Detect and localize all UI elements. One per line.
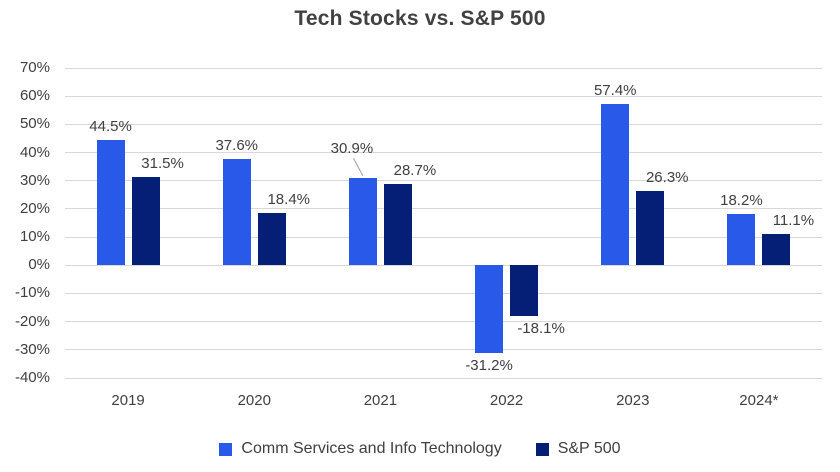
y-axis-tick-label: 0% — [28, 256, 50, 274]
gridline — [65, 123, 822, 125]
y-axis-tick-label: 70% — [19, 59, 50, 76]
data-label: 11.1% — [772, 211, 815, 229]
bar-comm-services-2023 — [601, 103, 630, 266]
x-axis-label-2021: 2021 — [363, 392, 398, 409]
y-axis-tick-label: -40% — [14, 369, 50, 386]
x-axis-label-2024*: 2024* — [739, 392, 779, 409]
x-axis-label-2019: 2019 — [111, 392, 145, 409]
bar-comm-services-2019 — [96, 139, 125, 266]
legend: Comm Services and Info Technology S&P 50… — [0, 440, 840, 458]
gridline — [65, 349, 822, 351]
gridline — [65, 292, 822, 294]
legend-swatch-sp500 — [535, 442, 549, 456]
bar-comm-services-2022 — [475, 265, 504, 354]
y-axis-tick-label: 10% — [19, 228, 50, 246]
y-axis-tick-label: -20% — [14, 312, 50, 330]
y-axis-tick-label: 40% — [19, 143, 50, 161]
y-axis-tick-label: -10% — [14, 284, 50, 302]
gridline — [65, 208, 822, 210]
data-label: 57.4% — [593, 81, 637, 99]
data-label: 31.5% — [141, 154, 184, 172]
bar-sp500-2022 — [510, 265, 539, 317]
data-label: 44.5% — [89, 117, 132, 135]
bar-comm-services-2020 — [222, 159, 251, 266]
x-axis-label-2023: 2023 — [616, 392, 650, 409]
data-label: -31.2% — [465, 357, 513, 375]
bar-sp500-2021 — [383, 184, 412, 266]
bar-sp500-2019 — [131, 176, 160, 266]
legend-item-comm-services: Comm Services and Info Technology — [219, 440, 502, 458]
gridline — [65, 95, 822, 97]
data-label: 18.4% — [267, 191, 311, 209]
legend-item-sp500: S&P 500 — [535, 440, 621, 458]
gridline — [65, 152, 822, 154]
gridline — [65, 67, 822, 69]
y-axis-tick-label: 30% — [19, 171, 50, 189]
y-axis-tick-label: -30% — [14, 340, 50, 358]
gridline — [65, 236, 822, 238]
chart-title: Tech Stocks vs. S&P 500 — [294, 7, 546, 30]
data-label: -18.1% — [517, 320, 565, 338]
bar-comm-services-2021 — [348, 178, 377, 266]
gridline — [65, 377, 822, 379]
y-axis-tick-label: 20% — [19, 199, 50, 217]
gridline — [65, 264, 822, 266]
legend-label-sp500: S&P 500 — [557, 440, 621, 457]
bar-sp500-2024* — [762, 233, 791, 266]
gridline — [65, 321, 822, 323]
y-axis-tick-label: 50% — [19, 115, 50, 133]
bar-sp500-2020 — [257, 213, 286, 266]
data-label: 30.9% — [330, 140, 374, 158]
bar-sp500-2023 — [636, 191, 665, 266]
data-label: 37.6% — [215, 137, 259, 155]
data-label: 26.3% — [645, 169, 689, 187]
data-label: 18.2% — [720, 191, 763, 209]
x-axis-label-2020: 2020 — [237, 392, 271, 409]
gridline — [65, 180, 822, 182]
y-axis-tick-label: 60% — [19, 87, 50, 105]
leader-line-annotation — [353, 158, 364, 177]
bar-comm-services-2024* — [727, 213, 756, 266]
x-axis-label-2022: 2022 — [489, 392, 524, 409]
legend-swatch-comm-services — [219, 442, 233, 456]
legend-label-comm-services: Comm Services and Info Technology — [241, 440, 502, 457]
data-label: 28.7% — [393, 162, 437, 180]
